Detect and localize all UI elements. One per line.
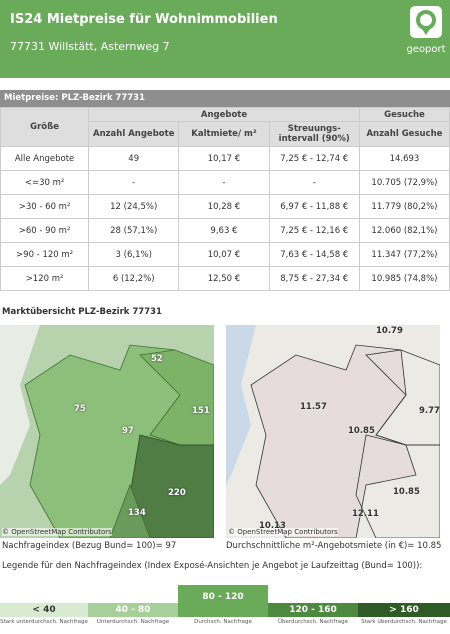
group-cell: Angebote: [88, 107, 360, 122]
group-cell: Gesuche: [358, 107, 450, 122]
table-row: >60 - 90 m² 28 (57,1%) 9,63 €7,25 € - 12,1…: [0, 218, 450, 243]
header-cell: Kaltmiete/ m²: [178, 121, 270, 147]
map-caption: Durchschnittliche m²-Angebotsmiete (in €…: [226, 541, 442, 551]
table-cell: 28 (57,1%): [88, 218, 180, 243]
table: Größe Angebote Gesuche Anzahl Angebote Kaltm…: [0, 107, 450, 291]
table-cell: Alle Angebote: [0, 146, 90, 171]
logo-icon: [410, 6, 442, 38]
table-cell: >60 - 90 m²: [0, 218, 90, 243]
table-row: >90 - 120 m² 3 (6,1%) 10,07 €7,63 € - 14,5…: [0, 242, 450, 267]
legend-swatch: > 160: [358, 603, 450, 617]
table-cell: 7,25 € - 12,74 €: [268, 146, 360, 171]
legend-note: Durchsch. Nachfrage: [194, 619, 252, 625]
map-label: 97: [122, 426, 134, 436]
map-credit: © OpenStreetMap Contributors: [2, 528, 112, 536]
table-cell: -: [178, 170, 270, 195]
legend-note: Stark überdurchsch. Nachfrage: [361, 619, 447, 625]
table-cell: 10,07 €: [178, 242, 270, 267]
logo-text: geoport: [406, 44, 446, 55]
table-cell: >30 - 60 m²: [0, 194, 90, 219]
table-cell: 11.779 (80,2%): [358, 194, 450, 219]
table-wrap: Größe Angebote Gesuche Anzahl Angebote Kaltm…: [0, 107, 450, 291]
header-row: Größe Angebote Gesuche: [0, 107, 450, 147]
table-cell: -: [88, 170, 180, 195]
table-row: >30 - 60 m² 12 (24,5%) 10,28 €6,97 € - 11,…: [0, 194, 450, 219]
map-label: 10.13: [259, 521, 286, 531]
table-cell: <=30 m²: [0, 170, 90, 195]
table-cell: 12.060 (82,1%): [358, 218, 450, 243]
table-row: Alle Angebote 49 10,17 €7,25 € - 12,74 €14…: [0, 146, 450, 171]
table-cell: 9,63 €: [178, 218, 270, 243]
table-cell: 7,25 € - 12,16 €: [268, 218, 360, 243]
header: IS24 Mietpreise für Wohnimmobilien 77731…: [0, 0, 450, 78]
header-row: Anzahl Angebote Kaltmiete/ m² Streuungs-in…: [1, 121, 450, 147]
legend-swatch: < 40: [0, 603, 88, 617]
section-bar: Mietpreise: PLZ-Bezirk 77731: [0, 90, 450, 107]
map-label: 9.77: [419, 406, 440, 416]
legend-title: Legende für den Nachfrageindex (Index Ex…: [2, 561, 423, 571]
map-label: 10.85: [393, 487, 420, 497]
map-label: 11.57: [300, 402, 327, 412]
table-cell: 10.705 (72,9%): [358, 170, 450, 195]
legend-swatch: 40 - 80: [88, 603, 178, 617]
map-rent: [226, 325, 440, 538]
table-row: <=30 m² - - -10.705 (72,9%): [0, 170, 450, 195]
market-title: Marktübersicht PLZ-Bezirk 77731: [2, 307, 162, 317]
legend-note: Unterdurchsch. Nachfrage: [96, 619, 170, 625]
subtitle: 77731 Willstätt, Asternweg 7: [10, 40, 170, 53]
map-label: 10.85: [348, 426, 375, 436]
table-cell: 7,63 € - 14,58 €: [268, 242, 360, 267]
table-cell: 3 (6,1%): [88, 242, 180, 267]
map-credit: © OpenStreetMap Contributors: [228, 528, 338, 536]
header-cell: Anzahl Gesuche: [358, 121, 450, 147]
legend-swatch: 120 - 160: [268, 603, 358, 617]
table-cell: 11.347 (77,2%): [358, 242, 450, 267]
header-cell: Größe: [0, 107, 90, 147]
map-label: 220: [168, 488, 186, 498]
table-cell: 49: [88, 146, 180, 171]
table-cell: 6,97 € - 11,88 €: [268, 194, 360, 219]
table-cell: 12 (24,5%): [88, 194, 180, 219]
map-label: 151: [192, 406, 210, 416]
map-label: 52: [151, 354, 163, 364]
legend-note: Stark unterdurchsch. Nachfrage: [0, 619, 88, 625]
table-cell: >90 - 120 m²: [0, 242, 90, 267]
table-cell: 14.693: [358, 146, 450, 171]
table-cell: >120 m²: [0, 266, 90, 291]
legend-swatch: 80 - 120: [178, 585, 268, 617]
map-label: 134: [128, 508, 146, 518]
section-title: Mietpreise: PLZ-Bezirk 77731: [4, 93, 146, 103]
table-cell: 12,50 €: [178, 266, 270, 291]
map-label: 10.79: [376, 326, 403, 336]
header-cell: Streuungs-intervall (90%): [268, 121, 360, 147]
map-label: 75: [74, 404, 86, 414]
table-row: >120 m² 6 (12,2%) 12,50 €8,75 € - 27,34 €1…: [0, 266, 450, 291]
title: IS24 Mietpreise für Wohnimmobilien: [10, 12, 278, 27]
legend-note: Überdurchsch. Nachfrage: [277, 619, 348, 625]
map-caption: Nachfrageindex (Bezug Bund= 100)= 97: [2, 541, 177, 551]
table-cell: 10.985 (74,8%): [358, 266, 450, 291]
table-cell: -: [268, 170, 360, 195]
table-cell: 10,17 €: [178, 146, 270, 171]
table-cell: 6 (12,2%): [88, 266, 180, 291]
map-label: 12.11: [352, 509, 379, 519]
map-demand: [0, 325, 214, 538]
header-cell: Anzahl Angebote: [88, 121, 180, 147]
table-cell: 8,75 € - 27,34 €: [268, 266, 360, 291]
table-cell: 10,28 €: [178, 194, 270, 219]
